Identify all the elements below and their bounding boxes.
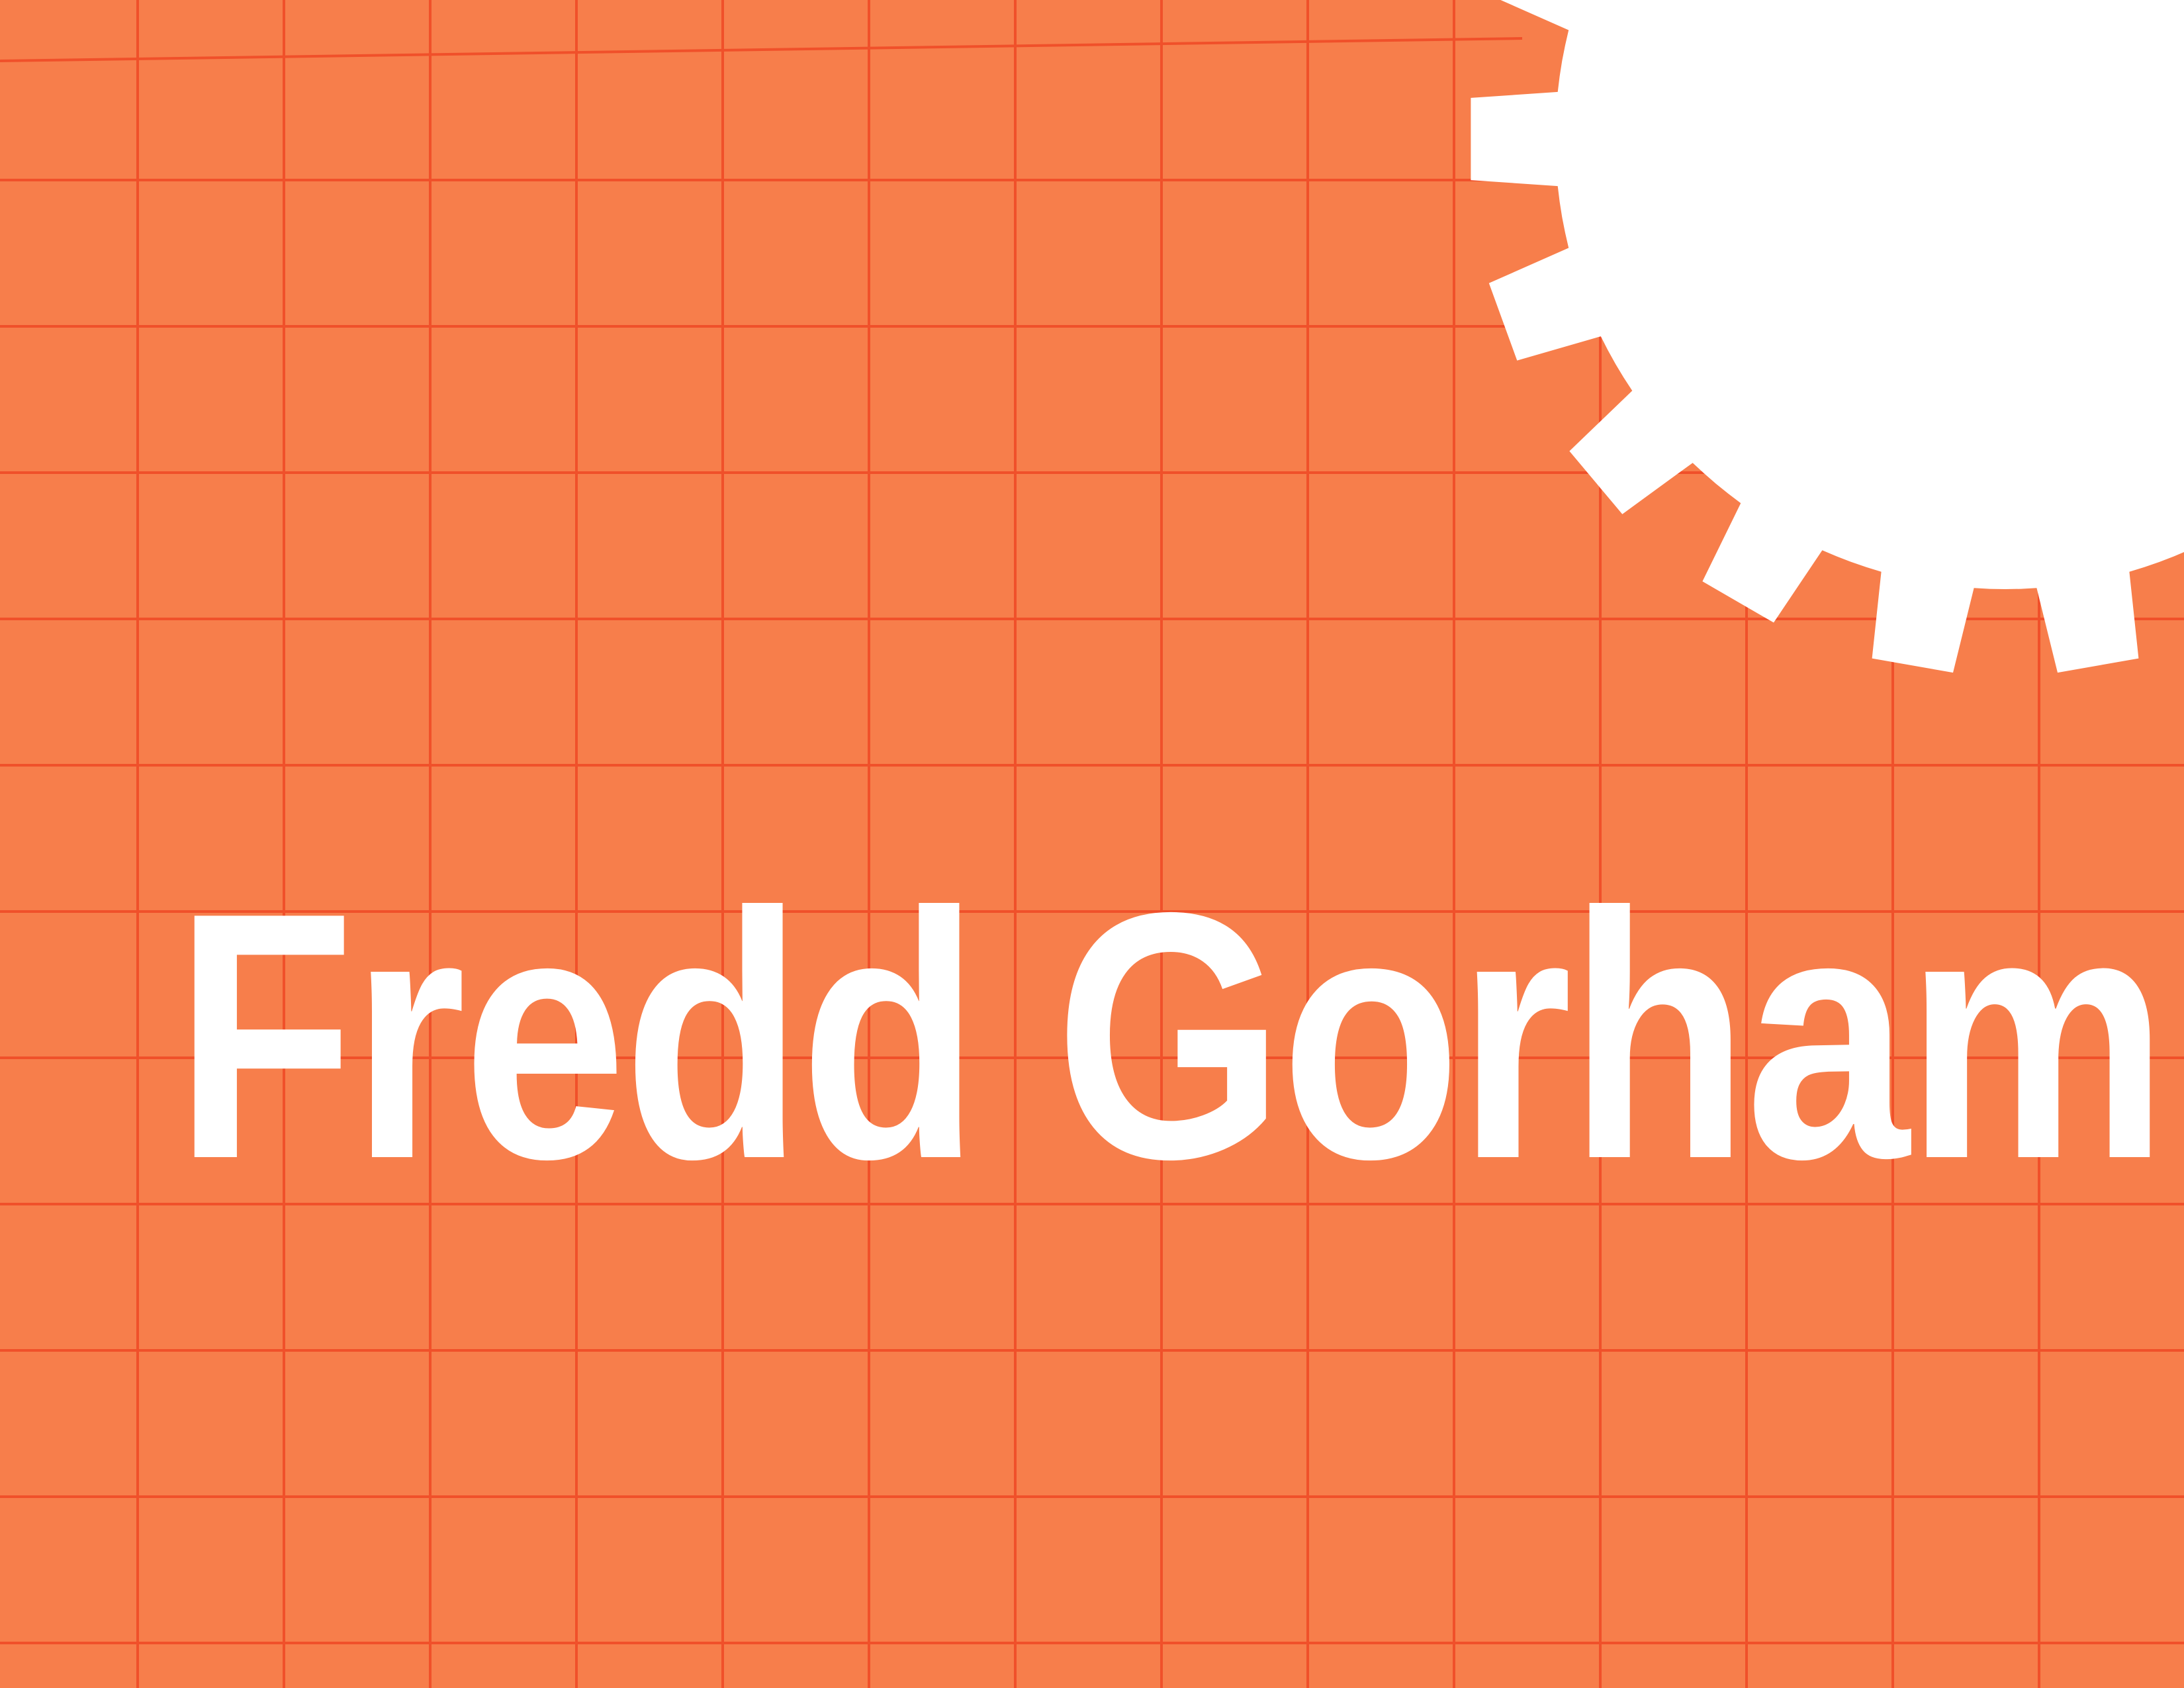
grid-line-slanted [0, 37, 1523, 62]
name-title: Fredd Gorham [175, 840, 2168, 1232]
